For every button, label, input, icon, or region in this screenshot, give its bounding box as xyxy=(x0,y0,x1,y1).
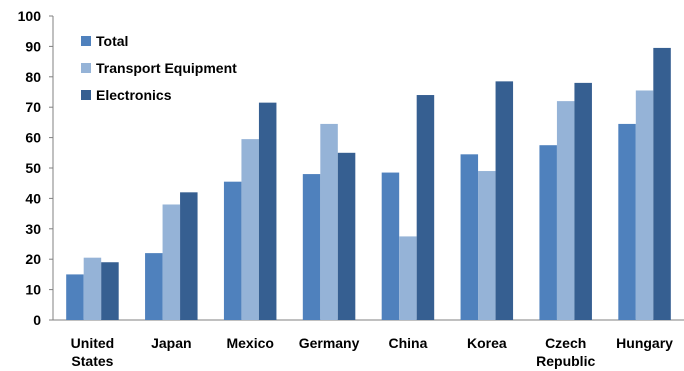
y-tick-label: 40 xyxy=(25,190,41,206)
y-tick-label: 30 xyxy=(25,221,41,237)
y-tick-label: 20 xyxy=(25,251,41,267)
legend-label: Transport Equipment xyxy=(96,60,237,76)
bar xyxy=(83,257,102,320)
legend-label: Total xyxy=(96,33,128,49)
bar xyxy=(460,154,479,320)
x-category-label: Korea xyxy=(467,335,507,351)
bar xyxy=(241,139,259,320)
bar xyxy=(556,101,575,321)
bar xyxy=(539,145,557,320)
y-tick-label: 70 xyxy=(25,99,41,115)
x-category-label: Czech xyxy=(545,335,586,351)
legend-swatch xyxy=(81,36,91,46)
x-category-label: China xyxy=(388,335,427,351)
x-category-label: Japan xyxy=(151,335,191,351)
bar xyxy=(337,152,356,320)
bar xyxy=(66,274,84,320)
bars xyxy=(66,47,671,321)
legend: Total Transport Equipment Electronics xyxy=(81,33,237,103)
bar xyxy=(495,81,514,320)
bar xyxy=(478,171,496,320)
y-tick-label: 100 xyxy=(18,8,42,24)
y-tick-label: 50 xyxy=(25,160,41,176)
bar xyxy=(180,192,198,320)
x-category-label: States xyxy=(71,353,113,369)
bar xyxy=(302,174,321,320)
bar xyxy=(258,102,277,320)
y-tick-labels: 0 10 20 30 40 50 60 70 80 90 100 xyxy=(18,8,42,328)
bar xyxy=(381,172,400,320)
y-tick-label: 60 xyxy=(25,130,41,146)
bar xyxy=(635,90,654,320)
x-category-label: United xyxy=(71,335,115,351)
y-tick-label: 10 xyxy=(25,282,41,298)
bar xyxy=(653,47,671,321)
x-category-labels: United States Japan Mexico Germany China Korea… xyxy=(71,335,674,369)
bar xyxy=(618,123,636,320)
y-tick-label: 0 xyxy=(33,312,41,328)
bar xyxy=(223,181,242,320)
bar xyxy=(574,82,592,320)
bar xyxy=(320,123,338,320)
bar xyxy=(416,95,435,320)
legend-label: Electronics xyxy=(96,87,172,103)
bar xyxy=(399,236,417,320)
x-category-label: Germany xyxy=(299,335,360,351)
legend-swatch xyxy=(81,63,91,73)
x-category-label: Republic xyxy=(536,353,595,369)
x-category-label: Hungary xyxy=(616,335,673,351)
x-category-label: Mexico xyxy=(226,335,273,351)
bar xyxy=(101,262,119,320)
bar xyxy=(145,253,163,320)
y-tick-label: 90 xyxy=(25,38,41,54)
bar xyxy=(162,204,181,320)
legend-swatch xyxy=(81,90,91,100)
y-tick-label: 80 xyxy=(25,69,41,85)
